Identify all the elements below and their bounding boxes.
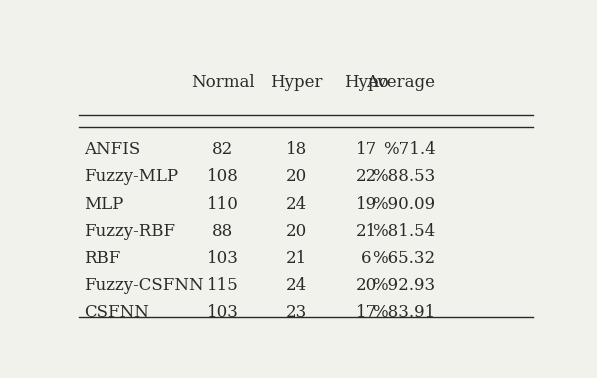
Text: Normal: Normal xyxy=(191,74,254,91)
Text: 20: 20 xyxy=(286,223,307,240)
Text: 88: 88 xyxy=(212,223,233,240)
Text: Fuzzy-CSFNN: Fuzzy-CSFNN xyxy=(84,277,204,294)
Text: 108: 108 xyxy=(207,169,239,186)
Text: 17: 17 xyxy=(355,304,377,321)
Text: 21: 21 xyxy=(286,250,307,267)
Text: 22: 22 xyxy=(355,169,377,186)
Text: 18: 18 xyxy=(286,141,307,158)
Text: Average: Average xyxy=(367,74,436,91)
Text: %65.32: %65.32 xyxy=(373,250,436,267)
Text: %90.09: %90.09 xyxy=(373,195,436,212)
Text: 21: 21 xyxy=(355,223,377,240)
Text: Fuzzy-RBF: Fuzzy-RBF xyxy=(84,223,175,240)
Text: 20: 20 xyxy=(355,277,377,294)
Text: 17: 17 xyxy=(355,141,377,158)
Text: 24: 24 xyxy=(286,195,307,212)
Text: Fuzzy-MLP: Fuzzy-MLP xyxy=(84,169,178,186)
Text: 20: 20 xyxy=(286,169,307,186)
Text: 115: 115 xyxy=(207,277,239,294)
Text: Hyper: Hyper xyxy=(270,74,323,91)
Text: MLP: MLP xyxy=(84,195,123,212)
Text: 103: 103 xyxy=(207,304,239,321)
Text: 110: 110 xyxy=(207,195,239,212)
Text: RBF: RBF xyxy=(84,250,120,267)
Text: Hypo: Hypo xyxy=(344,74,389,91)
Text: %71.4: %71.4 xyxy=(383,141,436,158)
Text: 19: 19 xyxy=(356,195,377,212)
Text: %92.93: %92.93 xyxy=(373,277,436,294)
Text: %88.53: %88.53 xyxy=(373,169,436,186)
Text: 103: 103 xyxy=(207,250,239,267)
Text: 6: 6 xyxy=(361,250,371,267)
Text: 23: 23 xyxy=(286,304,307,321)
Text: CSFNN: CSFNN xyxy=(84,304,149,321)
Text: 24: 24 xyxy=(286,277,307,294)
Text: %83.91: %83.91 xyxy=(373,304,436,321)
Text: 82: 82 xyxy=(212,141,233,158)
Text: ANFIS: ANFIS xyxy=(84,141,140,158)
Text: %81.54: %81.54 xyxy=(373,223,436,240)
